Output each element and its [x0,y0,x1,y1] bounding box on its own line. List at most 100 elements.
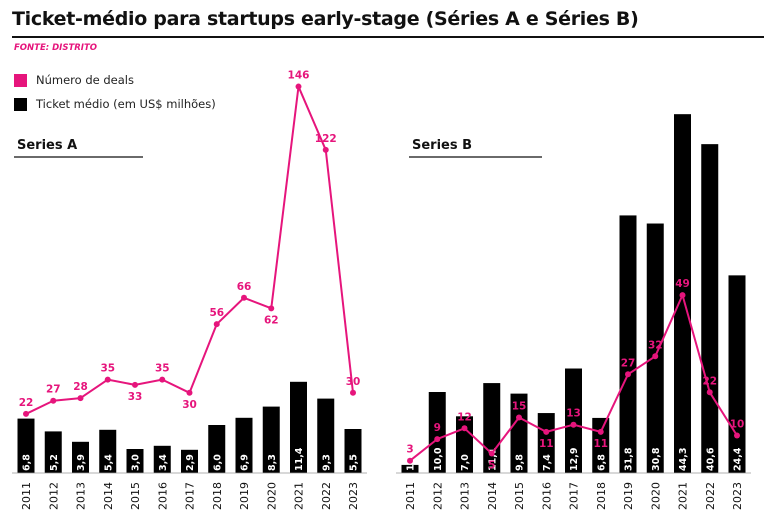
deals-point-b-2018 [597,428,604,435]
source-note: FONTE: DISTRITO [14,43,97,53]
deals-label-a-2019: 66 [237,281,252,293]
chart-title: Ticket-médio para startups early-stage (… [12,8,639,30]
year-label-b-2014: 2014 [486,482,499,510]
legend-label-deals: Número de deals [36,73,134,87]
year-label-a-2022: 2022 [320,482,333,510]
deals-label-a-2018: 56 [209,307,224,319]
bar-a-2023 [344,429,362,473]
legend: Número de deals Ticket médio (em US$ mil… [14,68,216,116]
legend-swatch-ticket [14,97,27,111]
bar-label-a-2016: 3,4 [158,454,169,471]
legend-item-ticket: Ticket médio (em US$ milhões) [14,92,216,116]
deals-point-a-2014 [104,376,111,383]
bar-b-2016 [537,413,555,473]
deals-point-a-2018 [213,321,220,328]
panel-title-a: Series A [17,138,77,153]
deals-label-a-2017: 30 [182,399,197,411]
year-label-b-2017: 2017 [568,482,581,510]
bar-b-2022 [701,144,719,473]
bar-b-2020 [646,223,664,473]
deals-point-b-2014 [488,450,495,457]
bar-a-2020 [262,406,280,473]
deals-label-a-2015: 33 [128,391,143,403]
year-label-b-2011: 2011 [404,482,417,510]
deals-label-b-2016: 11 [539,438,554,450]
bar-b-2017 [565,368,582,473]
year-label-a-2021: 2021 [293,482,306,510]
bar-label-b-2016: 7,4 [542,454,553,471]
deals-label-a-2013: 28 [73,381,88,393]
bar-a-2018 [208,425,226,473]
bar-label-a-2019: 6,9 [240,454,251,471]
year-label-a-2015: 2015 [129,482,142,510]
deals-point-a-2021 [295,83,302,90]
deals-line-a [25,85,354,415]
deals-point-b-2012 [434,436,441,443]
deals-point-b-2019 [625,371,631,378]
bar-a-2021 [290,381,307,473]
bar-label-a-2012: 5,2 [49,454,60,471]
deals-label-b-2013: 12 [457,411,472,423]
deals-point-a-2020 [268,305,275,312]
bar-label-a-2018: 6,0 [212,454,223,471]
deals-label-a-2011: 22 [19,397,34,409]
year-label-a-2016: 2016 [156,482,169,510]
bar-label-a-2011: 6,8 [22,454,33,471]
deals-label-b-2022: 22 [702,375,717,387]
year-label-b-2015: 2015 [513,482,526,510]
deals-label-b-2019: 27 [621,357,636,369]
title-divider [12,36,764,38]
year-label-b-2013: 2013 [459,482,472,510]
deals-label-a-2021: 146 [288,70,310,82]
deals-label-b-2018: 11 [593,438,608,450]
deals-label-b-2015: 15 [512,401,527,413]
year-label-a-2020: 2020 [265,482,278,510]
bar-a-2019 [235,417,253,473]
bar-label-b-2012: 10,0 [433,447,444,471]
year-label-b-2020: 2020 [649,482,662,510]
bar-label-b-2013: 7,0 [460,454,471,471]
bar-label-a-2020: 8,3 [267,454,278,471]
deals-label-b-2017: 13 [566,408,581,420]
bar-label-a-2013: 3,9 [76,454,87,471]
bar-b-2015 [510,393,528,473]
deals-label-a-2020: 62 [264,314,279,326]
bar-b-2023 [728,275,746,473]
deals-point-a-2022 [322,146,329,153]
deals-label-a-2016: 35 [155,363,170,375]
deals-point-b-2017 [570,421,577,428]
deals-label-b-2014: 5 [488,460,495,472]
deals-point-b-2020 [652,353,659,360]
year-label-a-2011: 2011 [20,482,33,510]
bar-label-b-2015: 9,8 [515,454,526,471]
bar-b-2012 [428,392,446,473]
bar-label-a-2014: 5,4 [103,454,114,471]
deals-point-a-2011 [23,410,29,417]
year-label-a-2023: 2023 [347,482,360,510]
deals-point-a-2012 [50,397,57,404]
bar-label-b-2023: 24,4 [733,447,744,471]
legend-label-ticket: Ticket médio (em US$ milhões) [36,97,216,111]
deals-label-b-2012: 9 [434,422,441,434]
bar-label-a-2022: 9,3 [321,454,332,471]
bar-b-2011 [401,464,419,473]
bar-a-2011 [17,418,35,473]
year-label-a-2019: 2019 [238,482,251,510]
bar-label-b-2014: 11,1 [487,448,498,471]
legend-item-deals: Número de deals [14,68,216,92]
bar-label-b-2022: 40,6 [705,447,716,471]
year-label-b-2012: 2012 [431,482,444,510]
deals-point-a-2013 [77,395,84,402]
deals-point-a-2017 [186,389,193,396]
bar-b-2019 [619,215,637,474]
deals-label-a-2012: 27 [46,384,61,396]
bar-a-2014 [99,429,117,473]
bar-label-b-2011: 1 [406,464,417,471]
bar-a-2022 [317,398,335,473]
legend-swatch-deals [14,73,27,87]
panel-title-b: Series B [412,138,472,153]
year-label-b-2016: 2016 [540,482,553,510]
bar-label-a-2021: 11,4 [294,447,305,471]
deals-label-a-2014: 35 [100,363,115,375]
deals-label-b-2023: 10 [730,419,745,431]
